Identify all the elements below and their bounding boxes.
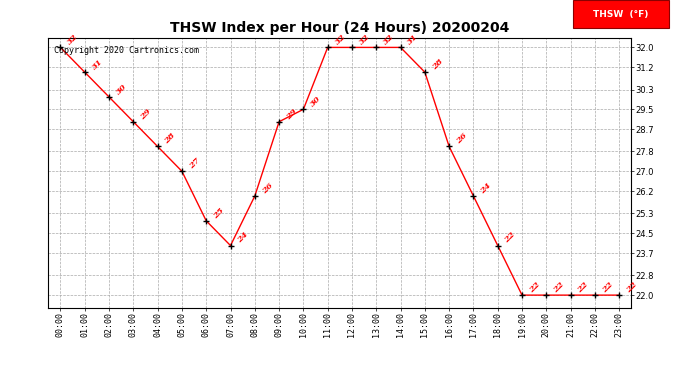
Text: 29: 29 [139,107,153,121]
Text: 24: 24 [236,231,250,245]
Text: 26: 26 [260,181,275,195]
Text: 32: 32 [382,33,396,46]
Text: 24: 24 [479,181,493,195]
Text: THSW  (°F): THSW (°F) [593,10,649,18]
Text: 22: 22 [503,231,518,245]
Text: 30: 30 [115,82,128,96]
Text: Copyright 2020 Cartronics.com: Copyright 2020 Cartronics.com [54,46,199,55]
Text: 32: 32 [333,33,347,46]
Text: 26: 26 [455,132,469,146]
Title: THSW Index per Hour (24 Hours) 20200204: THSW Index per Hour (24 Hours) 20200204 [170,21,509,35]
Text: 31: 31 [406,33,420,46]
Text: 32: 32 [66,33,80,46]
Text: 28: 28 [163,132,177,146]
Text: 22: 22 [528,280,542,294]
Text: 22: 22 [576,280,590,294]
Text: 25: 25 [212,206,226,220]
Text: 22: 22 [552,280,566,294]
Text: 22: 22 [624,280,639,294]
Text: 32: 32 [357,33,371,46]
Text: 27: 27 [188,156,201,171]
Text: 30: 30 [309,94,323,108]
Text: 29: 29 [285,107,299,121]
Text: 28: 28 [431,57,444,71]
Text: 22: 22 [600,280,614,294]
Text: 31: 31 [90,57,104,71]
